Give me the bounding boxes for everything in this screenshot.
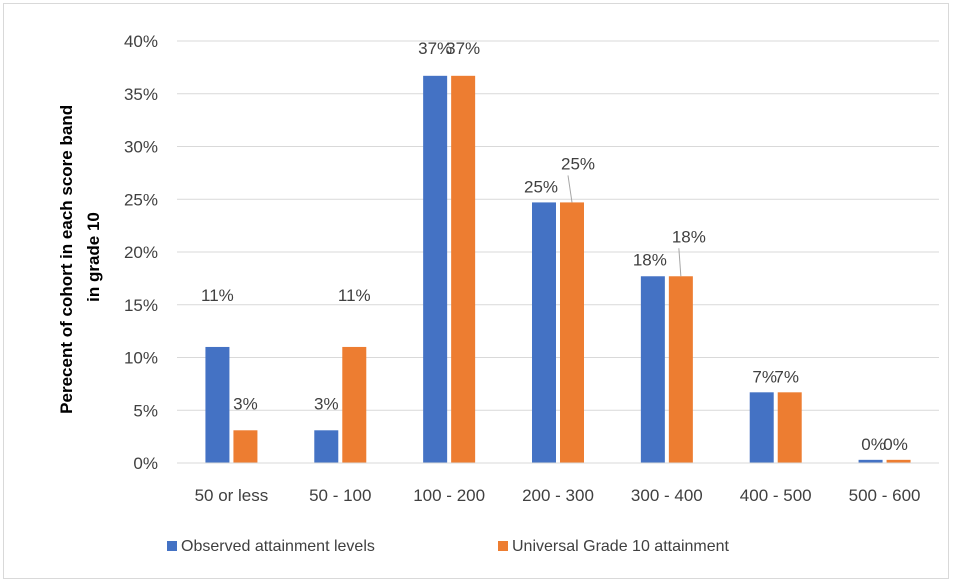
data-label: 11% [338,286,371,305]
data-label: 3% [314,394,339,413]
y-tick-label: 40% [124,32,158,51]
data-labels: 11% 3% 37% 25% 18% 7% 0% 3% 11% 37% 25% 18% 7% 0% [201,39,908,454]
x-tick-label: 50 - 100 [309,486,371,505]
bar [886,459,911,463]
bar [532,202,556,464]
y-tick-label: 15% [124,296,158,315]
y-tick-label: 35% [124,85,158,104]
data-label: 25% [524,177,558,196]
gridlines [177,40,939,411]
bar-chart: 0% 5% 10% 15% 20% 25% 30% 35% 40% 11% 3% 37% 25% 18%… [57,32,939,555]
bar [560,202,584,464]
bar [233,430,258,463]
y-tick-label: 20% [124,243,158,262]
bar [668,276,693,463]
legend-item-observed: Observed attainment levels [167,538,375,555]
data-label: 0% [861,435,886,454]
bar [777,392,802,463]
y-tick-label: 30% [124,138,158,157]
legend-item-universal: Universal Grade 10 attainment [498,538,730,555]
data-label: 11% [201,286,234,305]
y-tick-label: 10% [124,349,158,368]
y-tick-label: 25% [124,190,158,209]
legend-swatch-universal [498,541,508,551]
leader-lines [567,175,682,277]
y-tick-label: 0% [133,454,158,473]
x-axis-ticks: 50 or less 50 - 100 100 - 200 200 - 300 300 … [195,486,921,505]
legend-label-observed: Observed attainment levels [181,538,375,555]
bar [749,392,774,463]
data-label: 18% [633,250,667,269]
y-axis-title: Perecent of cohort in each score band in… [57,100,103,414]
x-tick-label: 100 - 200 [413,486,485,505]
legend-swatch-observed [167,541,177,551]
data-label: 3% [233,394,258,413]
data-label: 25% [561,154,595,173]
bar [423,75,448,463]
data-label: 7% [774,367,799,386]
leader-line [567,175,573,203]
x-tick-label: 300 - 400 [631,486,703,505]
data-label: 0% [883,435,908,454]
x-tick-label: 50 or less [195,486,269,505]
leader-line [678,248,682,277]
bar [205,346,230,463]
legend-label-universal: Universal Grade 10 attainment [512,538,730,555]
data-label: 37% [418,39,452,58]
y-axis-title-line-2: in grade 10 [84,212,103,302]
x-tick-label: 500 - 600 [849,486,921,505]
bar [858,459,883,463]
y-axis-ticks: 0% 5% 10% 15% 20% 25% 30% 35% 40% [124,32,158,473]
bar [342,346,367,463]
chart-frame: 0% 5% 10% 15% 20% 25% 30% 35% 40% 11% 3% 37% 25% 18%… [3,3,949,579]
x-tick-label: 400 - 500 [740,486,812,505]
bars [205,75,911,464]
x-tick-label: 200 - 300 [522,486,594,505]
data-label: 7% [752,367,777,386]
bar [314,430,339,463]
data-label: 37% [446,39,480,58]
y-axis-title-line-1: Perecent of cohort in each score band [57,105,76,414]
data-label: 18% [672,227,706,246]
legend: Observed attainment levels Universal Gra… [167,538,730,555]
bar [451,75,476,463]
bar [640,276,665,463]
y-tick-label: 5% [133,401,158,420]
